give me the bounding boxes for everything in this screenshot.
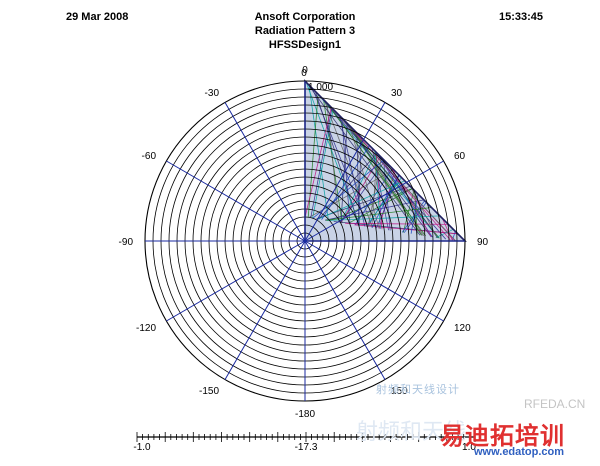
angle-label: -180	[295, 409, 315, 420]
grid-spoke	[304, 160, 444, 242]
grid-spoke	[304, 102, 386, 242]
pattern-trace	[312, 109, 334, 219]
watermark-top-text: 射频和天线设计	[376, 384, 460, 396]
colorbar-scale: -1.0 -17.3 1.0	[133, 432, 476, 453]
pattern-trace	[441, 218, 453, 241]
pattern-traces	[304, 79, 467, 242]
pattern-trace	[308, 84, 329, 221]
grid-spoke	[304, 240, 386, 380]
angle-label: 60	[454, 151, 466, 162]
pattern-trace	[340, 156, 381, 223]
grid-spoke	[304, 240, 444, 322]
colorbar-label: 1.0	[462, 442, 476, 453]
pattern-trace	[324, 199, 424, 221]
plot-time: 15:33:45	[499, 11, 544, 23]
angle-label: 90	[477, 237, 489, 248]
watermark-faint-text: 射频和天线	[356, 419, 467, 444]
angle-label: 0	[302, 65, 308, 76]
radial-max-label: 1.000	[308, 82, 333, 93]
angle-tick-labels: 0 30 60 90 120 150 -180 -150 -120 -90 -60 -30	[119, 65, 489, 420]
pattern-trace	[316, 185, 411, 220]
angle-label: -150	[199, 386, 219, 397]
colorbar-label: -17.3	[295, 442, 318, 453]
pattern-trace	[306, 82, 421, 236]
plot-title: Radiation Pattern 3	[254, 25, 356, 37]
angular-grid-spokes	[145, 81, 465, 401]
pattern-trace	[375, 174, 400, 229]
pattern-trace	[345, 222, 449, 225]
radial-zero-label: 0	[301, 68, 307, 79]
angle-label: -90	[119, 237, 134, 248]
pattern-trace	[325, 207, 432, 221]
pattern-trace	[317, 180, 405, 220]
plot-date: 29 Mar 2008	[66, 11, 129, 23]
grid-spoke	[224, 102, 306, 242]
angle-label: -30	[205, 88, 220, 99]
pattern-trace	[327, 215, 440, 221]
angle-label: 120	[454, 323, 471, 334]
pattern-trace	[314, 91, 360, 226]
watermark-brand: 易迪拓培训	[440, 423, 565, 450]
pattern-trace	[349, 125, 380, 229]
pattern-trace	[305, 81, 361, 226]
pattern-trace	[367, 157, 382, 228]
pattern-trace	[339, 115, 366, 227]
grid-spoke	[166, 160, 306, 242]
pattern-trace	[347, 123, 451, 241]
angle-label: -120	[136, 323, 156, 334]
grid-spoke	[166, 240, 306, 322]
angle-label: 150	[391, 386, 408, 397]
angle-label: 30	[391, 88, 403, 99]
angle-label: -60	[142, 151, 157, 162]
watermark-site-tag: RFEDA.CN	[524, 397, 586, 411]
watermark-website: www.edatop.com	[474, 446, 565, 458]
colorbar-label: -1.0	[133, 442, 151, 453]
grid-spoke	[224, 240, 306, 380]
design-name: HFSSDesign1	[268, 39, 342, 51]
pattern-trace	[324, 100, 426, 237]
pattern-trace	[312, 159, 385, 219]
pattern-trace	[321, 145, 370, 220]
pattern-trace	[410, 194, 419, 234]
company-name: Ansoft Corporation	[254, 11, 356, 23]
